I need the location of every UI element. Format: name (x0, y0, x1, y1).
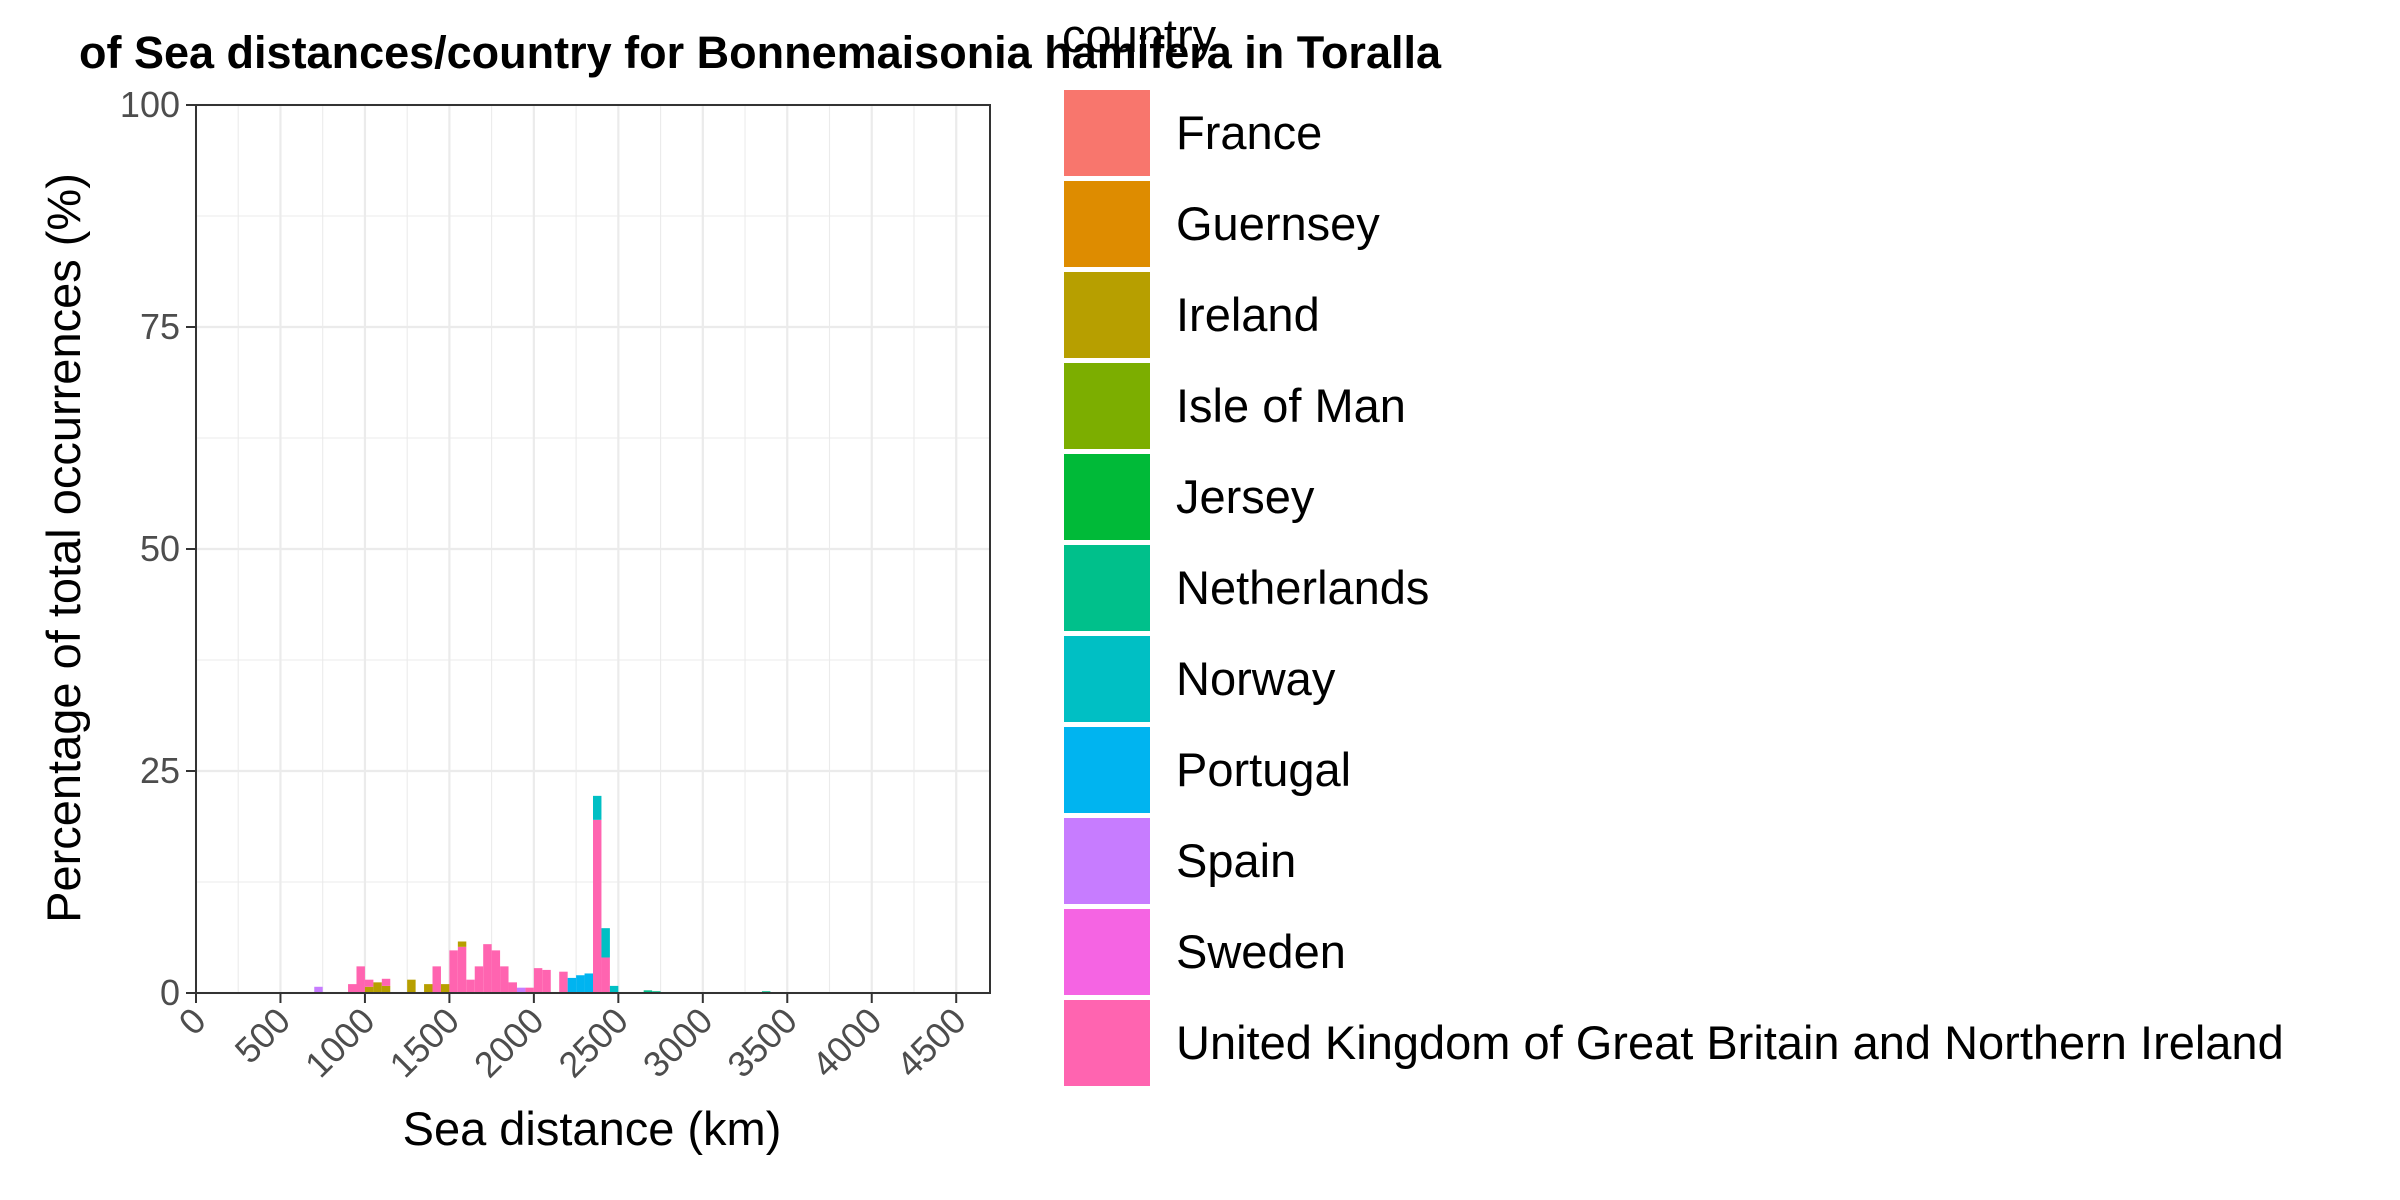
legend-key (1064, 454, 1150, 540)
x-tick-label: 3500 (719, 1000, 805, 1086)
legend-label: Isle of Man (1176, 379, 1406, 432)
histogram-bar (440, 984, 450, 993)
legend-key (1064, 636, 1150, 722)
histogram-bar (381, 978, 391, 986)
y-tick-label: 50 (140, 528, 180, 569)
histogram-bar (348, 984, 357, 993)
histogram-bar (466, 979, 475, 993)
histogram-bar (576, 975, 585, 993)
x-tick-label: 0 (171, 1000, 214, 1043)
histogram-bar (601, 928, 610, 958)
histogram-bar (356, 966, 365, 993)
histogram-bar (314, 986, 323, 993)
x-tick-label: 2500 (550, 1000, 636, 1086)
y-tick-label: 100 (120, 84, 180, 125)
histogram-bar (500, 966, 509, 993)
histogram-bar (457, 946, 467, 993)
x-tick-label: 1000 (297, 1000, 383, 1086)
legend: country France Guernsey Ireland Isle of Man… (1062, 9, 2284, 1086)
legend-label: France (1176, 106, 1322, 159)
y-tick-label: 75 (140, 306, 180, 347)
histogram-bar (643, 990, 653, 993)
x-tick-label: 1500 (381, 1000, 467, 1086)
histogram-bar (483, 944, 492, 993)
legend-key (1064, 909, 1150, 995)
legend-label: Netherlands (1176, 561, 1429, 614)
y-axis-title: Percentage of total occurrences (%) (37, 173, 90, 923)
y-tick-label: 25 (140, 750, 180, 791)
histogram-bar (516, 987, 526, 993)
legend-key (1064, 545, 1150, 631)
legend-key (1064, 272, 1150, 358)
legend-label: Spain (1176, 834, 1296, 887)
legend-label: Ireland (1176, 288, 1320, 341)
histogram-bar (364, 979, 374, 987)
histogram-bar (525, 987, 534, 993)
histogram-bar (457, 941, 467, 947)
legend-key (1064, 727, 1150, 813)
histogram-bar (593, 795, 602, 820)
legend-label: Guernsey (1176, 197, 1380, 250)
legend-label: Norway (1176, 652, 1336, 705)
histogram-bar (533, 968, 543, 993)
x-tick-label: 2000 (466, 1000, 552, 1086)
histogram-bar (407, 979, 416, 993)
histogram-bar (601, 957, 610, 993)
chart-title: of Sea distances/country for Bonnemaison… (79, 27, 1442, 78)
legend-key (1064, 363, 1150, 449)
legend-label: United Kingdom of Great Britain and Nort… (1176, 1016, 2284, 1069)
legend-label: Jersey (1176, 470, 1315, 523)
x-axis-title: Sea distance (km) (403, 1102, 782, 1155)
histogram-bar (593, 819, 602, 993)
histogram-bar (449, 950, 458, 993)
histogram-bar (424, 984, 433, 993)
histogram-bar (474, 966, 484, 993)
x-tick-label: 4000 (804, 1000, 890, 1086)
histogram-bars (314, 795, 771, 993)
legend-key (1064, 90, 1150, 176)
histogram-bar (559, 971, 568, 993)
legend-key (1064, 1000, 1150, 1086)
legend-label: Sweden (1176, 925, 1346, 978)
y-tick-label: 0 (160, 972, 180, 1013)
histogram-bar (542, 969, 551, 993)
y-axis-ticks: 0 25 50 75 100 (120, 84, 196, 1013)
x-tick-label: 4500 (888, 1000, 974, 1086)
histogram-bar (381, 985, 391, 993)
legend-label: Portugal (1176, 743, 1351, 796)
histogram-bar (567, 977, 577, 993)
histogram-bar (508, 982, 517, 993)
x-tick-label: 500 (227, 1000, 298, 1071)
x-tick-label: 3000 (635, 1000, 721, 1086)
legend-key (1064, 818, 1150, 904)
legend-title: country (1062, 9, 1217, 62)
histogram-bar (373, 982, 382, 993)
histogram-bar (364, 986, 374, 993)
legend-key (1064, 181, 1150, 267)
histogram-bar (491, 950, 501, 993)
histogram-bar (584, 973, 593, 993)
histogram-bar (609, 985, 619, 993)
histogram-bar (432, 966, 441, 993)
